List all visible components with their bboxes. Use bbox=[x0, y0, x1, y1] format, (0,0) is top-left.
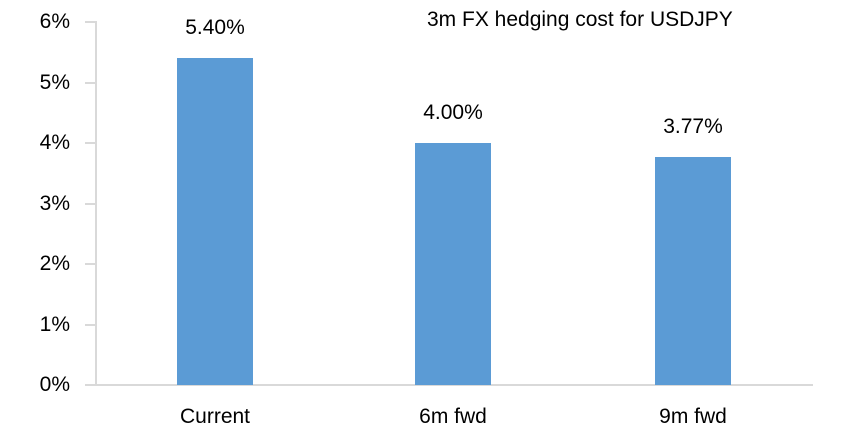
bar-9m-fwd bbox=[655, 156, 731, 385]
x-axis-label-9m-fwd: 9m fwd bbox=[659, 405, 727, 428]
x-axis-label-6m-fwd: 6m fwd bbox=[419, 405, 487, 428]
y-tick-mark bbox=[85, 263, 95, 265]
bar-group-current: 5.40% Current bbox=[177, 0, 253, 441]
bar-current bbox=[177, 58, 253, 385]
bar-group-9m-fwd: 3.77% 9m fwd bbox=[655, 0, 731, 441]
y-tick-label: 0% bbox=[39, 373, 70, 396]
y-axis bbox=[95, 21, 97, 385]
data-label-current: 5.40% bbox=[185, 16, 245, 40]
x-axis-label-current: Current bbox=[179, 405, 251, 428]
x-axis bbox=[85, 384, 813, 386]
y-tick-label: 5% bbox=[39, 70, 70, 94]
y-tick-mark bbox=[85, 202, 95, 205]
data-label-6m-fwd: 4.00% bbox=[423, 101, 483, 124]
chart-title: 3m FX hedging cost for USDJPY bbox=[427, 8, 733, 31]
y-tick-mark bbox=[85, 21, 95, 23]
y-tick-label: 6% bbox=[39, 10, 70, 33]
bar-group-6m-fwd: 4.00% 6m fwd bbox=[415, 0, 491, 441]
y-tick-mark bbox=[85, 81, 95, 84]
y-tick-mark bbox=[85, 142, 95, 144]
y-tick-label: 3% bbox=[39, 191, 70, 215]
data-label-9m-fwd: 3.77% bbox=[663, 114, 723, 138]
y-tick-mark bbox=[85, 323, 95, 326]
y-tick-mark bbox=[85, 384, 95, 386]
y-tick-label: 4% bbox=[39, 131, 70, 154]
y-tick-label: 1% bbox=[39, 312, 70, 336]
bar-6m-fwd bbox=[415, 143, 491, 385]
y-tick-label: 2% bbox=[39, 252, 70, 275]
